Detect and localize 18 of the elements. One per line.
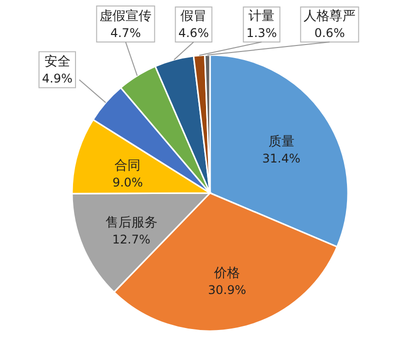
slice-label: 计量 <box>248 9 275 24</box>
data-label: 0.6% <box>314 26 345 40</box>
data-label: 12.7% <box>112 232 150 247</box>
slice-label: 人格尊严 <box>304 9 356 24</box>
slice-label: 安全 <box>44 54 70 70</box>
slice-label: 假冒 <box>180 9 207 24</box>
slice-label: 合同 <box>114 158 141 174</box>
slice-label: 售后服务 <box>105 216 158 231</box>
data-label: 9.0% <box>112 176 143 190</box>
data-label: 30.9% <box>208 282 246 297</box>
data-label: 4.6% <box>178 26 209 40</box>
data-label: 4.7% <box>110 26 141 40</box>
data-label: 4.9% <box>42 72 73 86</box>
slice-label: 质量 <box>268 134 294 150</box>
data-label: 31.4% <box>262 152 300 166</box>
slice-label: 价格 <box>213 266 240 281</box>
data-label: 1.3% <box>246 26 277 40</box>
slice-label: 虚假宣传 <box>100 8 152 24</box>
